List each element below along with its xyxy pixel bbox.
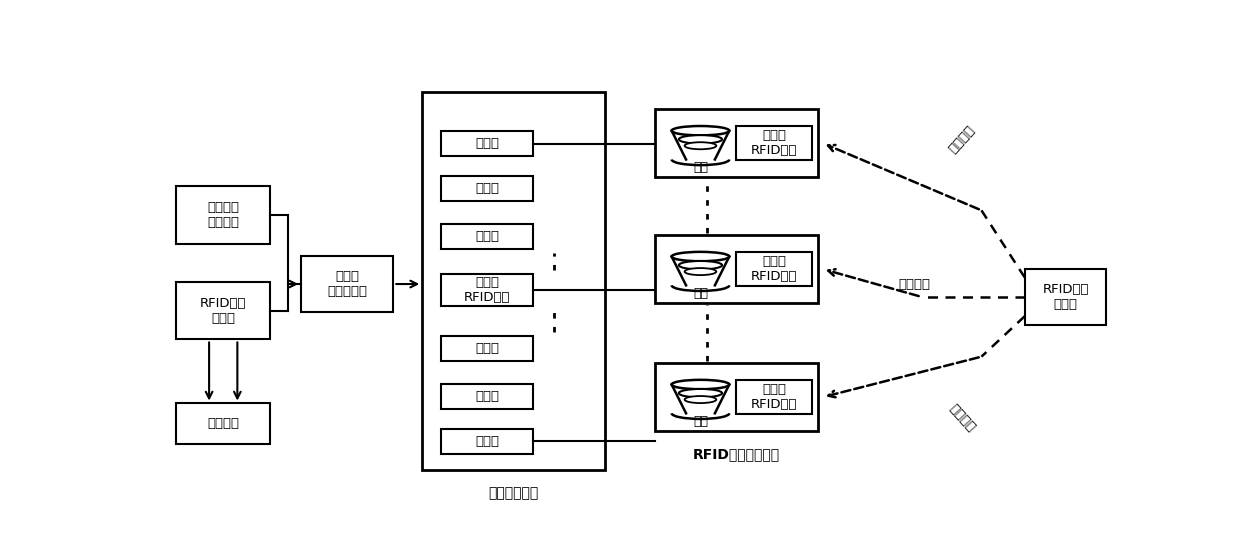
Bar (737, 252, 811, 286)
Ellipse shape (684, 396, 717, 403)
Text: 功分器: 功分器 (475, 137, 498, 150)
Text: 编码信息: 编码信息 (946, 123, 978, 155)
Bar (441, 224, 533, 249)
Text: 耦合器: 耦合器 (475, 182, 498, 195)
Text: RFID标签室分天线: RFID标签室分天线 (693, 448, 780, 461)
Bar (301, 257, 393, 312)
Ellipse shape (684, 142, 717, 149)
Text: 室分系统
基站设备: 室分系统 基站设备 (207, 201, 239, 229)
Text: 改进版
RFID标签: 改进版 RFID标签 (750, 255, 797, 283)
Bar (441, 131, 533, 156)
Bar (422, 92, 605, 470)
Bar (737, 380, 811, 414)
Bar (655, 109, 818, 177)
Bar (1024, 269, 1106, 325)
Text: 改进版
RFID标签: 改进版 RFID标签 (750, 129, 797, 157)
Bar (737, 126, 811, 160)
Ellipse shape (678, 261, 722, 269)
Bar (176, 186, 270, 244)
Bar (176, 282, 270, 340)
Text: RFID标签
写卡器: RFID标签 写卡器 (1043, 283, 1089, 311)
Ellipse shape (678, 135, 722, 143)
Bar (655, 235, 818, 303)
Text: 耦合器: 耦合器 (475, 435, 498, 448)
Text: 编码信息: 编码信息 (946, 402, 978, 435)
Text: 功分器: 功分器 (475, 230, 498, 243)
Text: 功分器: 功分器 (475, 390, 498, 403)
Text: 改进版
RFID标签: 改进版 RFID标签 (750, 383, 797, 411)
Text: 功率分配网络: 功率分配网络 (489, 486, 538, 500)
Bar (176, 403, 270, 444)
Ellipse shape (678, 389, 722, 397)
Text: 改进版
多频合路器: 改进版 多频合路器 (327, 270, 367, 298)
Text: 网管中心: 网管中心 (207, 417, 239, 430)
Text: 耦合器: 耦合器 (475, 342, 498, 355)
Text: 编码信息: 编码信息 (898, 278, 930, 290)
Bar (441, 274, 533, 306)
Text: RFID标签
读卡器: RFID标签 读卡器 (200, 297, 247, 325)
Text: 天线: 天线 (693, 415, 708, 428)
Bar (441, 176, 533, 201)
Bar (441, 384, 533, 409)
Bar (441, 336, 533, 361)
Text: 天线: 天线 (693, 161, 708, 175)
Bar (655, 363, 818, 431)
Ellipse shape (672, 126, 729, 135)
Text: 改进版
RFID标签: 改进版 RFID标签 (464, 276, 511, 304)
Bar (441, 429, 533, 454)
Text: 天线: 天线 (693, 287, 708, 300)
Ellipse shape (672, 380, 729, 389)
Ellipse shape (672, 252, 729, 261)
Ellipse shape (684, 268, 717, 275)
